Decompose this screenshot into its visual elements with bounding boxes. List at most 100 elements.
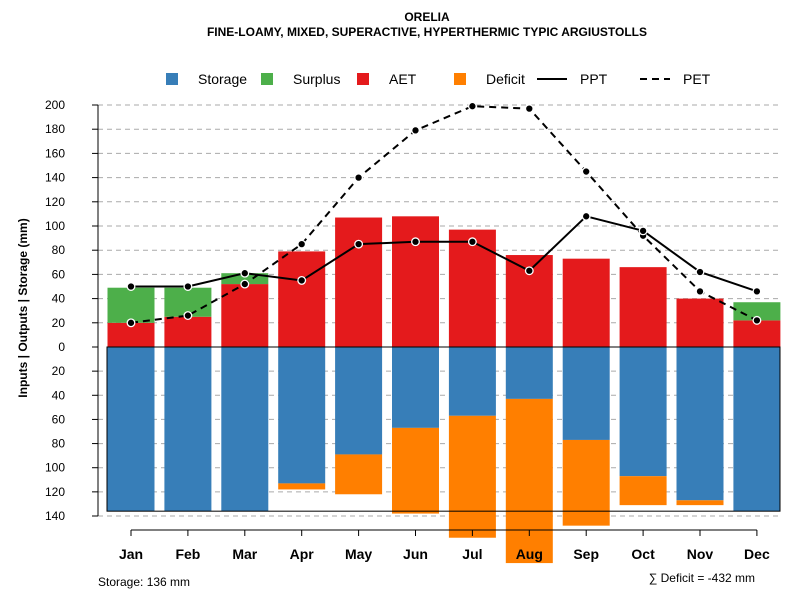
ppt-line-point [581,211,591,221]
x-tick-label: Oct [631,546,655,562]
surplus-bar [107,287,155,323]
surplus-bar [733,302,781,321]
legend-swatch [357,73,369,85]
y-tick-label: 160 [45,146,65,160]
ppt-line [131,215,758,293]
ppt-line-point [638,226,648,236]
deficit-bar [392,427,439,514]
ppt-line-point [467,237,477,247]
legend: Storage Surplus AET Deficit PPT PET [166,71,711,87]
y-tick-label: 60 [52,412,66,426]
x-tick-label: Dec [744,546,770,562]
deficit-bar [335,454,383,495]
legend-label: PPT [580,71,608,87]
y-tick-label: 200 [45,98,65,112]
aet-bar [448,229,496,347]
aet-bar [619,267,667,347]
deficit-bar [676,500,724,506]
x-tick-label: Mar [232,546,257,562]
storage-bar [619,347,667,477]
aet-bar [335,217,383,347]
aet-bar [164,316,212,347]
deficit-bar [448,415,496,538]
pet-line-point [297,239,307,249]
aet-bar [221,284,269,347]
storage-bar [562,347,610,440]
storage-bar [448,347,496,416]
lines [126,101,762,328]
x-tick-label: Jun [403,546,428,562]
storage-bar [164,347,212,512]
y-tick-label: 20 [52,364,66,378]
ppt-line-point [411,237,420,247]
x-tick-label: Jul [462,546,482,562]
ppt-line-point [240,268,250,278]
deficit-bar [278,483,326,490]
storage-bar [221,347,269,512]
y-tick-label: 80 [52,437,66,451]
storage-bar [278,347,326,484]
y-tick-label: 40 [52,388,66,402]
storage-bar [392,347,439,428]
legend-swatch [261,73,273,85]
storage-bar [335,347,383,455]
deficit-bar [505,398,553,564]
pet-line-point [752,315,762,325]
ppt-line-point [752,286,762,296]
pet-line-point [183,311,193,320]
ppt-line-point [695,267,705,277]
legend-label: PET [683,71,711,87]
x-tick-label: Nov [687,546,714,562]
y-tick-label: 140 [45,509,65,523]
legend-label: Deficit [486,71,525,87]
y-tick-label: 140 [45,171,65,185]
y-tick-label: 120 [45,485,65,499]
storage-bar [733,347,781,512]
legend-swatch [166,73,178,85]
y-tick-label: 60 [52,267,66,281]
aet-bar [676,298,724,347]
pet-line-point [581,167,591,176]
x-tick-label: Jan [119,546,143,562]
axes: 0 20 40 60 80 100 120 140 160 180 200 20 40 60 80 100 12… [45,98,770,562]
y-tick-label: 0 [58,340,65,354]
pet-line-point [467,101,477,111]
aet-bar [278,251,326,347]
surplus-bar [221,273,269,285]
pet-line-point [126,318,136,328]
y-axis-label: Inputs | Outputs | Storage (mm) [16,218,30,397]
storage-bar [505,347,553,399]
legend-swatch [454,73,466,85]
pet-line-point [695,286,705,296]
storage-footer: Storage: 136 mm [98,575,190,589]
pet-line-point [240,279,250,289]
x-tick-label: Sep [573,546,599,562]
ppt-line-point [354,239,364,249]
aet-bar [562,258,610,347]
storage-bar [107,347,155,512]
x-tick-label: Feb [175,546,200,562]
y-tick-label: 120 [45,195,65,209]
storage-bar [676,347,724,501]
ppt-line-point [297,276,307,285]
deficit-bar [619,476,667,506]
y-tick-label: 40 [52,292,66,306]
chart-subtitle: FINE-LOAMY, MIXED, SUPERACTIVE, HYPERTHE… [207,25,647,39]
pet-line-point [524,104,534,114]
deficit-bar [562,439,610,526]
y-tick-label: 80 [52,243,66,257]
ppt-line-point [524,266,534,276]
legend-label: Surplus [293,71,340,87]
deficit-footer: ∑ Deficit = -432 mm [649,571,755,585]
bars [106,216,781,564]
ppt-line-point [126,282,136,291]
x-tick-label: Apr [290,546,315,562]
legend-label: AET [389,71,417,87]
y-tick-label: 180 [45,122,65,136]
x-tick-label: May [345,546,372,562]
y-tick-label: 100 [45,219,65,233]
aet-bar [392,216,439,347]
ppt-line-point [183,282,193,291]
y-tick-label: 20 [52,316,66,330]
